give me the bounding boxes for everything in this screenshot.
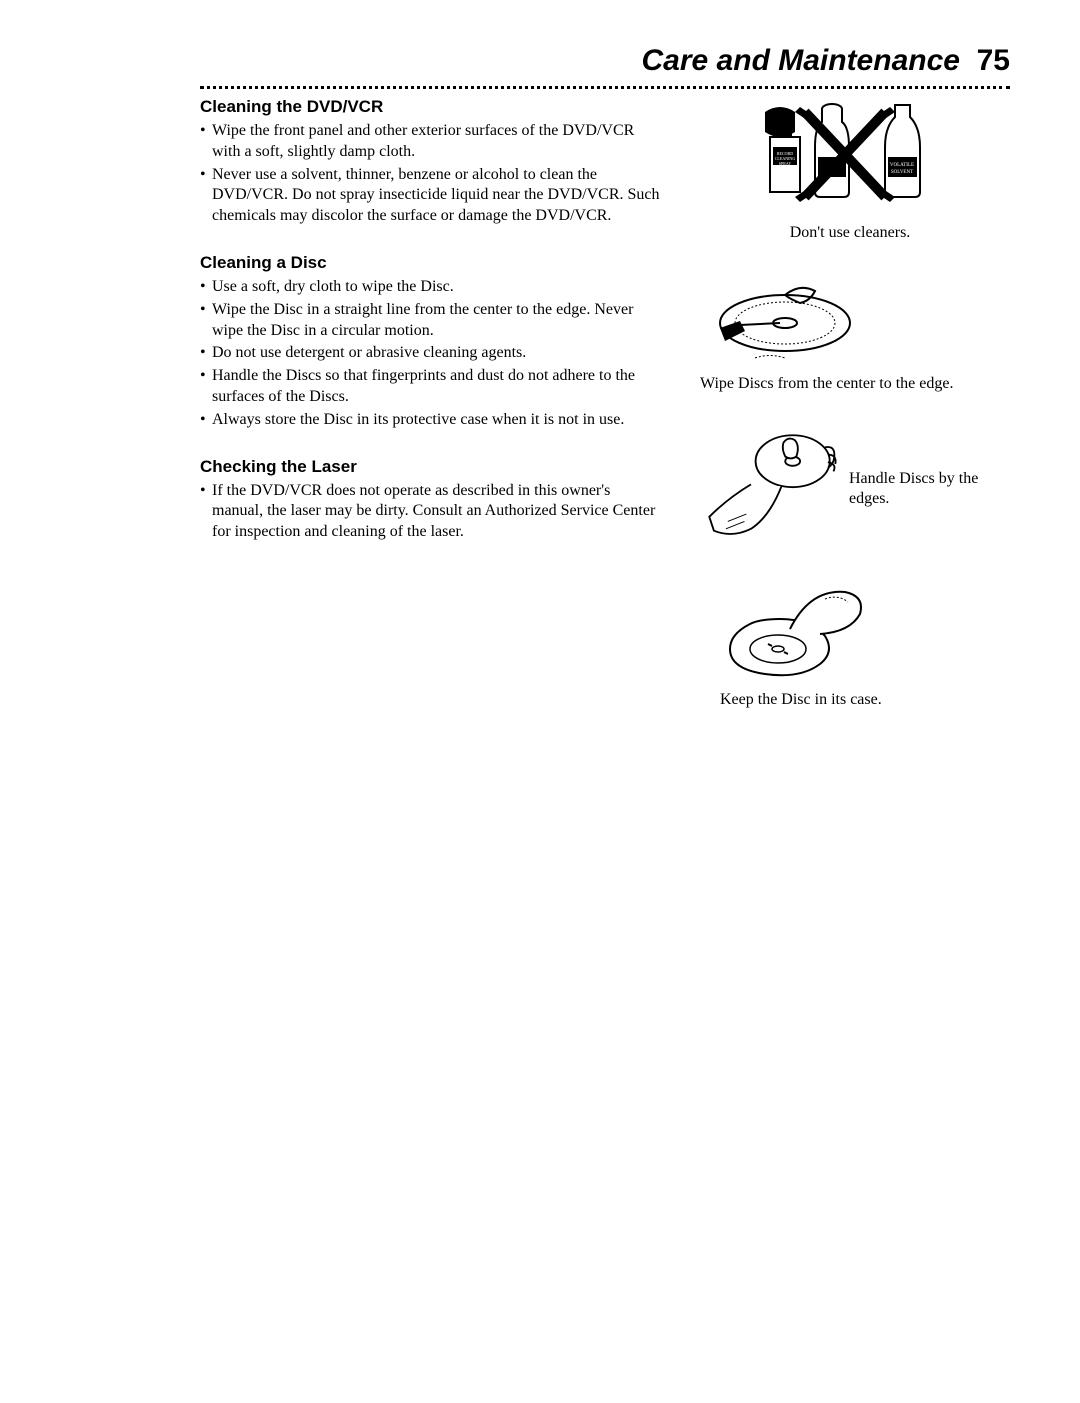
figure-case: Keep the Disc in its case. (720, 584, 882, 710)
bullet-list: If the DVD/VCR does not operate as descr… (200, 481, 660, 543)
right-column: RECORD CLEANING SPRAY VOLATILE SOLVENT (690, 97, 1010, 740)
figure-wipe: Wipe Discs from the center to the edge. (700, 273, 953, 394)
page-content: Care and Maintenance 75 Cleaning the DVD… (0, 0, 1080, 740)
section-checking-laser: Checking the Laser If the DVD/VCR does n… (200, 457, 660, 543)
section-cleaning-dvdvcr: Cleaning the DVD/VCR Wipe the front pane… (200, 97, 660, 227)
section-cleaning-disc: Cleaning a Disc Use a soft, dry cloth to… (200, 253, 660, 431)
list-item: Handle the Discs so that fingerprints an… (200, 366, 660, 408)
page-title: Care and Maintenance 75 (200, 44, 1010, 78)
page-number: 75 (977, 44, 1010, 77)
svg-text:SPRAY: SPRAY (779, 161, 792, 166)
figure-caption: Keep the Disc in its case. (720, 690, 882, 710)
bullet-list: Use a soft, dry cloth to wipe the Disc. … (200, 277, 660, 431)
figure-caption: Wipe Discs from the center to the edge. (700, 374, 953, 394)
wipe-disc-icon (700, 273, 860, 368)
svg-text:SOLVENT: SOLVENT (891, 170, 913, 175)
disc-case-icon (720, 584, 870, 684)
figure-caption: Handle Discs by the edges. (849, 469, 1010, 509)
left-column: Cleaning the DVD/VCR Wipe the front pane… (200, 97, 660, 740)
figure-caption: Don't use cleaners. (760, 223, 940, 243)
svg-text:VOLATILE: VOLATILE (890, 163, 914, 168)
handle-edges-icon (700, 424, 839, 554)
cleaners-icon: RECORD CLEANING SPRAY VOLATILE SOLVENT (760, 97, 940, 217)
bullet-list: Wipe the front panel and other exterior … (200, 121, 660, 227)
two-column-layout: Cleaning the DVD/VCR Wipe the front pane… (200, 97, 1010, 740)
list-item: Do not use detergent or abrasive cleanin… (200, 343, 660, 364)
title-text: Care and Maintenance (642, 44, 960, 77)
section-heading: Cleaning the DVD/VCR (200, 97, 660, 117)
figure-cleaners: RECORD CLEANING SPRAY VOLATILE SOLVENT (760, 97, 940, 243)
header-rule (200, 86, 1010, 89)
section-heading: Cleaning a Disc (200, 253, 660, 273)
list-item: If the DVD/VCR does not operate as descr… (200, 481, 660, 543)
list-item: Wipe the Disc in a straight line from th… (200, 300, 660, 342)
list-item: Use a soft, dry cloth to wipe the Disc. (200, 277, 660, 298)
figure-edges: Handle Discs by the edges. (700, 424, 1010, 554)
list-item: Wipe the front panel and other exterior … (200, 121, 660, 163)
list-item: Always store the Disc in its protective … (200, 410, 660, 431)
list-item: Never use a solvent, thinner, benzene or… (200, 165, 660, 227)
section-heading: Checking the Laser (200, 457, 660, 477)
